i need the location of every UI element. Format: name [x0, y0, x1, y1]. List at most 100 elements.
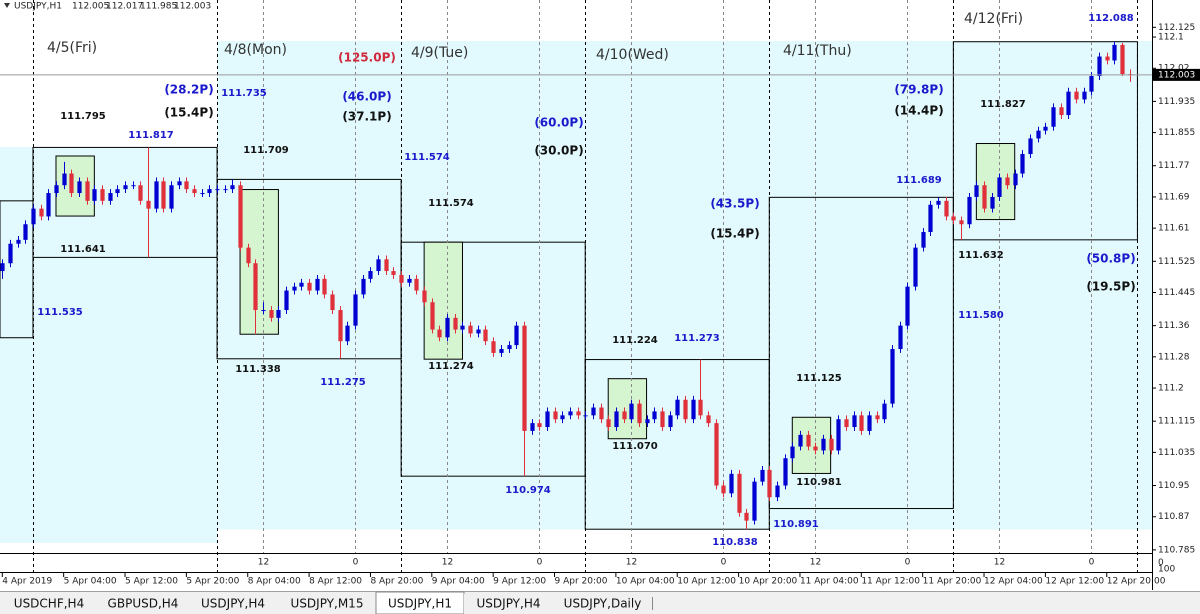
y-tick-label: 111.69	[1158, 192, 1190, 202]
candle-body	[875, 415, 880, 420]
candle-body	[951, 216, 956, 221]
candle-body	[698, 399, 703, 416]
candle-body	[445, 317, 450, 338]
symbol-label: USDJPY,H1	[14, 2, 62, 12]
price-annotation: 111.275	[320, 377, 366, 388]
candle-body	[207, 189, 212, 194]
header-ohlc: 112.003	[174, 2, 211, 12]
tab[interactable]	[278, 594, 376, 614]
x-tick-label: 10 Apr 04:00	[616, 577, 675, 587]
pips-annotation: (14.4P)	[894, 104, 943, 118]
candle-body	[1097, 56, 1102, 77]
y-tick-label: 111.525	[1158, 257, 1195, 267]
price-annotation: 111.689	[896, 175, 942, 186]
y-tick-label: 111.77	[1158, 161, 1190, 171]
pips-annotation: (30.0P)	[534, 144, 583, 158]
candle-body	[62, 173, 67, 186]
candle-body	[269, 310, 274, 318]
candle-body	[39, 208, 44, 217]
tab-label[interactable]: USDJPY,H1	[388, 597, 452, 611]
candle-body	[499, 349, 504, 353]
candle-body	[453, 317, 458, 330]
candle-body	[568, 411, 573, 416]
candle-body	[92, 189, 97, 201]
candle-body	[31, 208, 36, 225]
symbol-icon	[4, 3, 10, 8]
candle-body	[23, 224, 28, 240]
y-tick-label: 110.785	[1158, 545, 1195, 555]
candle-body	[161, 181, 166, 209]
candle-body	[476, 329, 481, 334]
candle-body	[54, 185, 59, 194]
candle-body	[253, 263, 258, 311]
plot-area	[0, 0, 1152, 572]
candle-body	[100, 189, 105, 201]
candle-body	[1059, 107, 1064, 116]
candle-body	[276, 310, 281, 318]
tab-label[interactable]: USDJPY,M15	[291, 597, 364, 611]
pips-annotation: (19.5P)	[1086, 280, 1135, 294]
x-tick-label: 8 Apr 12:00	[309, 577, 362, 587]
candle-body	[744, 512, 749, 521]
candle-body	[0, 263, 5, 272]
candle-body	[714, 423, 719, 486]
hour-tick-label: 12	[442, 558, 453, 568]
y-tick-label: 111.935	[1158, 97, 1195, 107]
day-range-box	[0, 200, 34, 339]
price-annotation: 111.535	[37, 307, 83, 318]
tab[interactable]	[0, 594, 98, 614]
hour-tick-label: 0	[721, 558, 727, 568]
candle-body	[491, 341, 496, 353]
price-annotation: 110.838	[712, 537, 758, 548]
pips-annotation: (125.0P)	[338, 51, 396, 65]
candle-body	[299, 282, 304, 287]
candle-body	[775, 485, 780, 498]
candle-body	[138, 185, 143, 201]
price-annotation: 111.827	[980, 99, 1026, 110]
pips-annotation: (15.4P)	[710, 227, 759, 241]
candle-body	[338, 310, 343, 342]
pips-annotation: (37.1P)	[342, 110, 391, 124]
candle-body	[560, 415, 565, 420]
candle-body	[752, 481, 757, 521]
tab-label[interactable]: USDJPY,H4	[477, 597, 541, 611]
candle-body	[683, 399, 688, 420]
pips-annotation: (28.2P)	[164, 83, 213, 97]
candle-body	[1112, 44, 1117, 61]
candle-body	[944, 200, 949, 217]
price-annotation: 111.574	[428, 198, 474, 209]
price-annotation: 110.891	[773, 519, 819, 530]
candle-body	[1043, 126, 1048, 131]
candle-body	[292, 286, 297, 291]
candle-body	[430, 302, 435, 330]
price-annotation: 111.574	[404, 152, 450, 163]
candle-body	[384, 259, 389, 272]
candle-body	[16, 239, 21, 244]
day-label: 4/11(Thu)	[783, 43, 852, 59]
hour-tick-label: 12	[626, 558, 637, 568]
tab[interactable]	[553, 594, 652, 614]
tab-label[interactable]: USDJPY,H4	[201, 597, 265, 611]
candle-body	[913, 247, 918, 287]
candle-body	[721, 485, 726, 494]
candle-body	[1089, 76, 1094, 92]
y-tick-label: 111.855	[1158, 128, 1195, 138]
tab-label[interactable]: USDJPY,Daily	[564, 597, 642, 611]
header-ohlc: 111.985	[140, 2, 177, 12]
y-tick-label: 111.36	[1158, 321, 1190, 331]
candle-body	[1120, 44, 1125, 75]
price-annotation: 111.580	[958, 310, 1004, 321]
price-annotation: 111.641	[60, 244, 106, 255]
tab-label[interactable]: USDCHF,H4	[14, 597, 84, 611]
tab-label[interactable]: GBPUSD,H4	[108, 597, 179, 611]
candle-body	[223, 189, 228, 191]
candle-body	[376, 259, 381, 272]
tab[interactable]	[464, 594, 553, 614]
candle-body	[783, 458, 788, 486]
price-annotation: 111.709	[243, 145, 289, 156]
tab[interactable]	[98, 594, 188, 614]
candle-body	[813, 446, 818, 451]
price-annotation: 111.224	[612, 335, 658, 346]
tab[interactable]	[188, 594, 278, 614]
